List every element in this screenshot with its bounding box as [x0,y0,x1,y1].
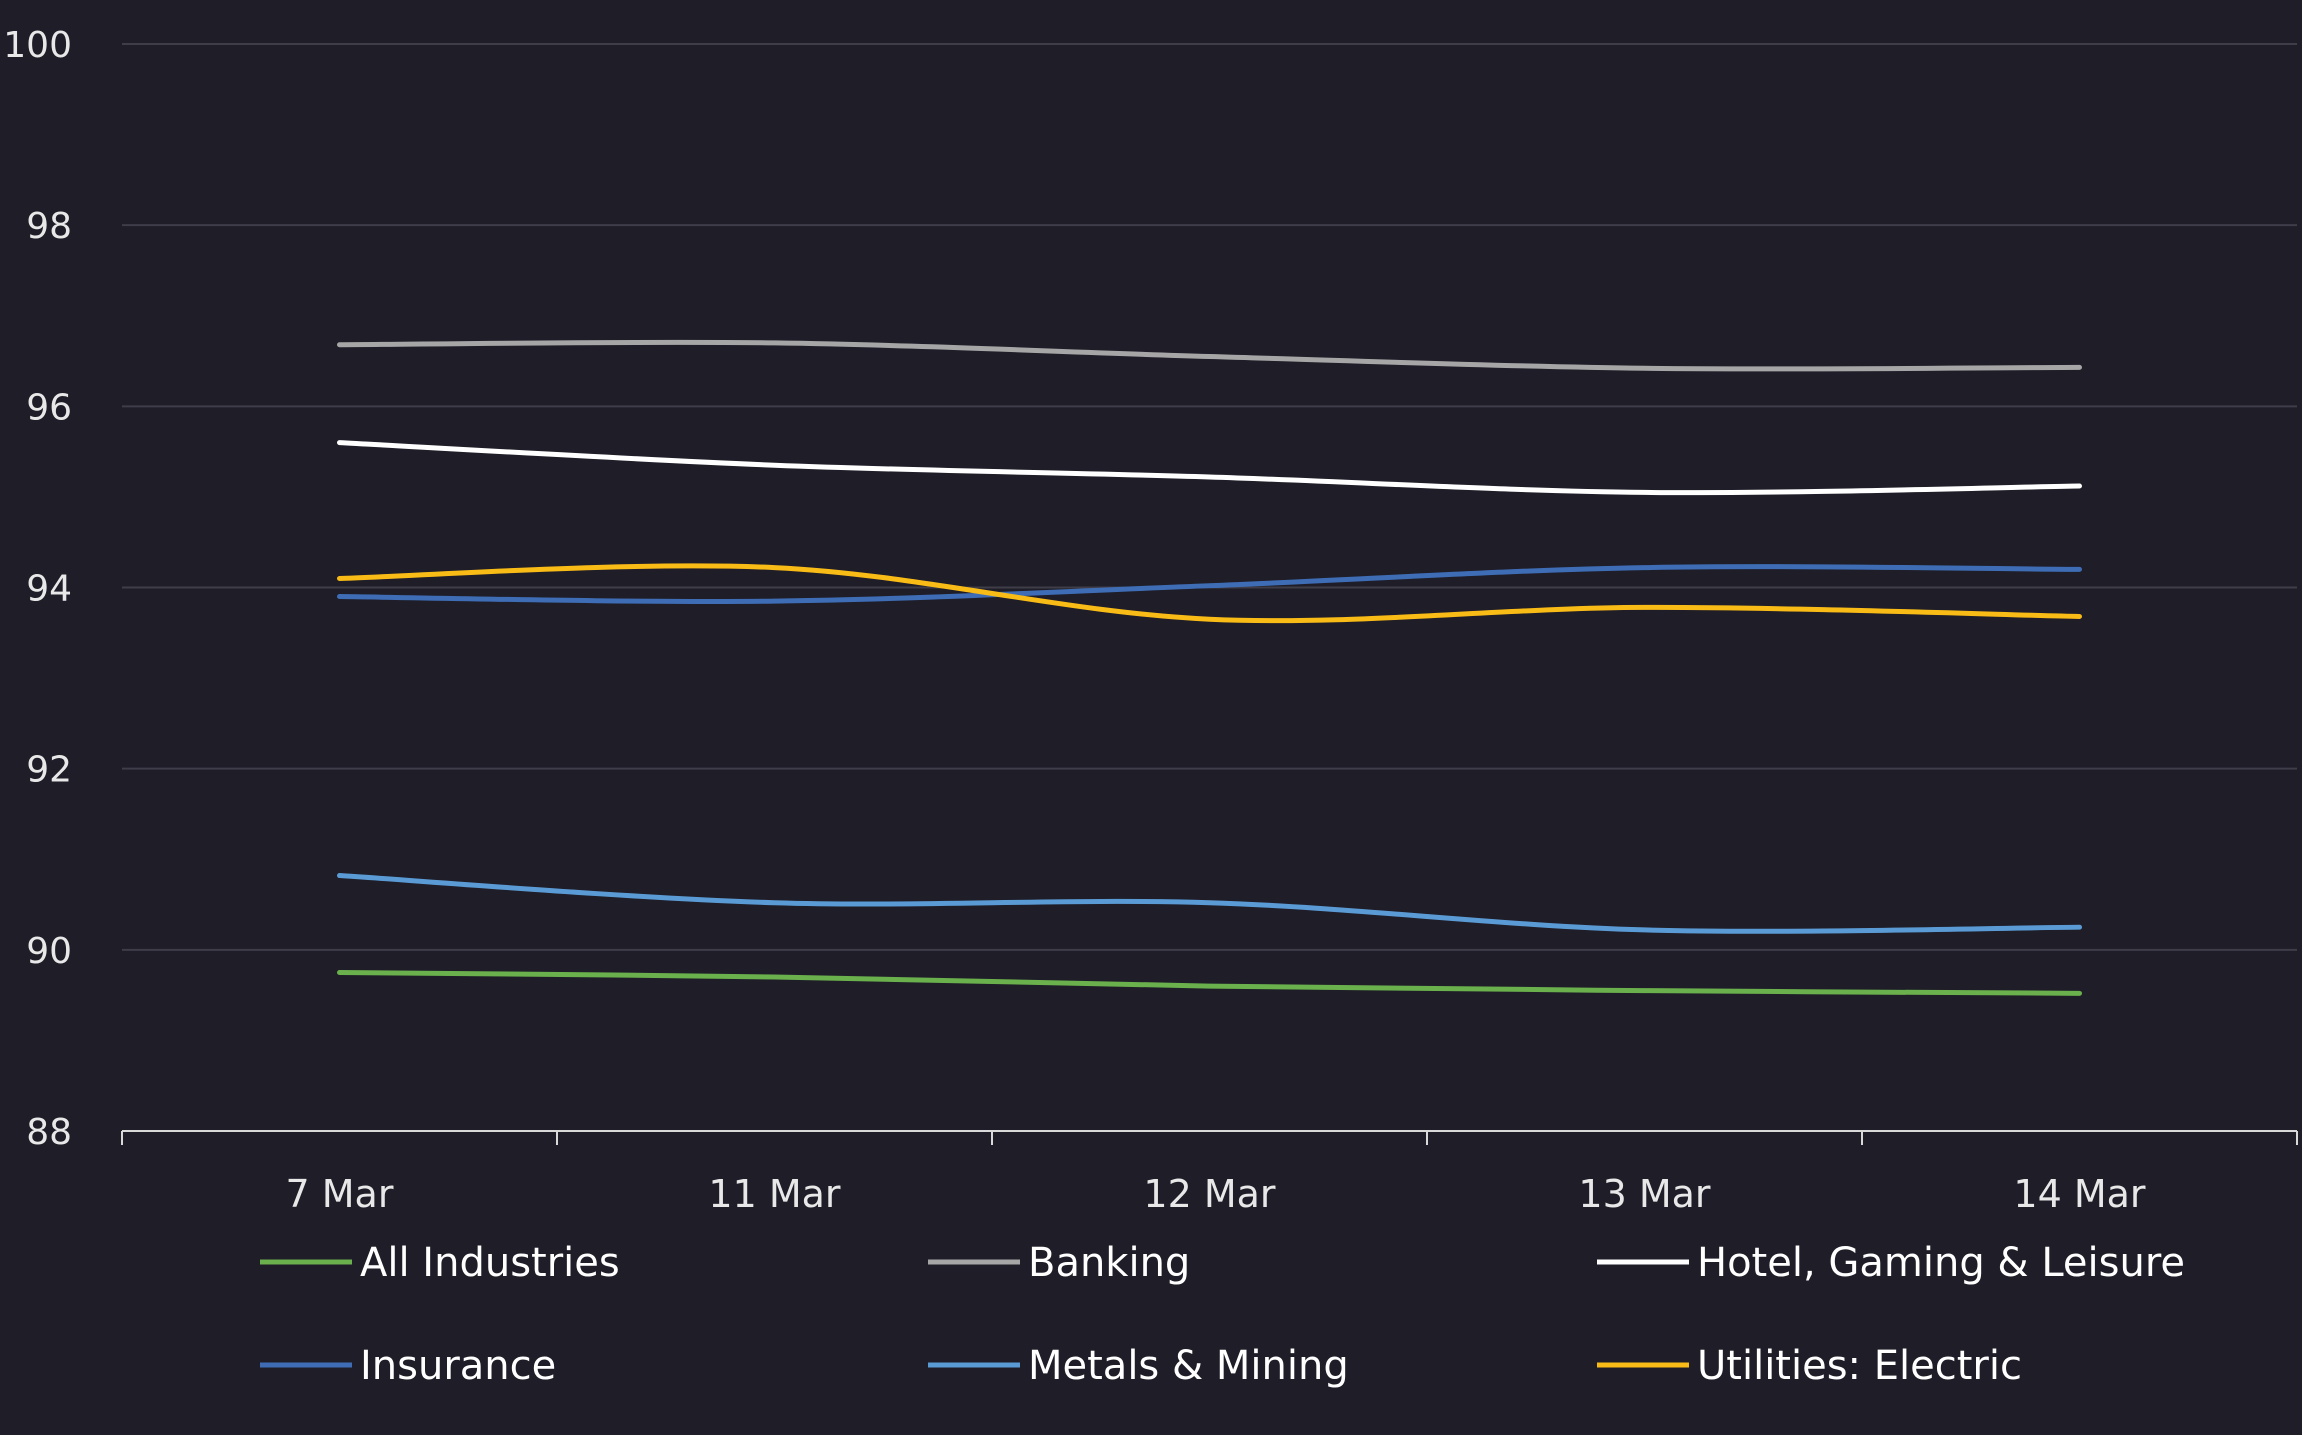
legend-item-all-industries: All Industries [260,1240,620,1286]
y-tick-label: 88 [26,1112,72,1153]
y-tick-label: 100 [3,25,72,66]
legend-item-metals-mining: Metals & Mining [928,1343,1349,1389]
legend-label: Metals & Mining [1028,1343,1349,1389]
axes: 88 90 92 94 96 98 100 7 Mar 11 Mar 12 Mar 13 Mar 14… [3,25,2298,1216]
series-line-banking [337,339,2082,372]
x-tick-label: 14 Mar [2013,1172,2146,1216]
x-tick-label: 7 Mar [286,1172,394,1216]
legend-label: Utilities: Electric [1697,1343,2022,1389]
series-line-hotel-gaming-leisure [337,440,2082,496]
x-tick-label: 11 Mar [708,1172,841,1216]
series-line-utilities-electric [337,563,2082,624]
y-tick-label: 94 [26,569,72,610]
x-tick-label: 13 Mar [1578,1172,1711,1216]
grid-lines [122,43,2297,951]
y-tick-label: 92 [26,750,72,791]
y-tick-label: 96 [26,387,72,428]
legend-item-utilities-electric: Utilities: Electric [1597,1343,2022,1389]
x-tick-label: 12 Mar [1143,1172,1276,1216]
legend-item-insurance: Insurance [260,1343,556,1389]
series-line-all-industries [337,969,2082,996]
y-tick-label: 98 [26,206,72,247]
series-line-insurance [337,564,2082,604]
legend-label: All Industries [360,1240,620,1286]
legend: All Industries Banking Hotel, Gaming & Lei… [260,1240,2185,1389]
legend-label: Insurance [360,1343,556,1389]
y-tick-label: 90 [26,931,72,972]
series-lines [337,339,2082,996]
legend-item-hotel-gaming-leisure: Hotel, Gaming & Leisure [1597,1240,2185,1286]
series-line-metals-mining [337,873,2082,934]
legend-label: Banking [1028,1240,1190,1286]
legend-label: Hotel, Gaming & Leisure [1697,1240,2185,1286]
legend-item-banking: Banking [928,1240,1190,1286]
